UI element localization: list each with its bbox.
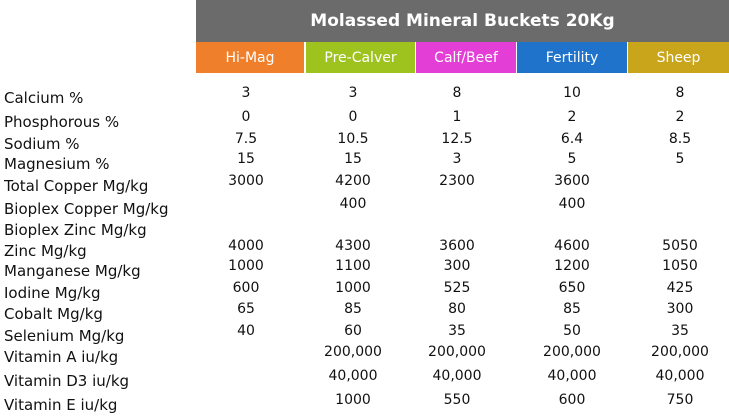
row-label: Vitamin D3 iu/kg <box>4 372 130 390</box>
table-cell: 8 <box>452 85 462 101</box>
row-label: Manganese Mg/kg <box>4 262 141 280</box>
table-cell: 65 <box>237 301 255 317</box>
table-cell: 60 <box>344 323 362 339</box>
table-cell: 35 <box>671 323 689 339</box>
table-cell: 15 <box>344 151 362 167</box>
table-cell: 200,000 <box>543 344 601 360</box>
column-header-calf-beef: Calf/Beef <box>416 42 516 73</box>
table-cell: 1100 <box>335 258 371 274</box>
table-cell: 600 <box>232 280 260 296</box>
table-cell: 425 <box>666 280 694 296</box>
table-cell: 7.5 <box>234 131 258 147</box>
table-title: Molassed Mineral Buckets 20Kg <box>196 0 729 42</box>
table-cell: 200,000 <box>651 344 709 360</box>
table-cell: 6.4 <box>560 131 584 147</box>
table-cell: 40,000 <box>328 368 378 384</box>
column-header-fertility: Fertility <box>517 42 627 73</box>
table-cell: 1050 <box>662 258 698 274</box>
table-cell: 1000 <box>335 280 371 296</box>
table-cell: 80 <box>448 301 466 317</box>
column-header-sheep: Sheep <box>628 42 729 73</box>
table-cell: 40,000 <box>547 368 597 384</box>
table-cell: 1000 <box>335 392 371 408</box>
table-cell: 40 <box>237 323 255 339</box>
table-cell: 85 <box>563 301 581 317</box>
row-label: Bioplex Copper Mg/kg <box>4 200 169 218</box>
table-cell: 5 <box>675 151 685 167</box>
table-cell: 8 <box>675 85 685 101</box>
table-cell: 5050 <box>662 238 698 254</box>
table-cell: 3 <box>241 85 251 101</box>
table-cell: 8.5 <box>668 131 692 147</box>
table-cell: 50 <box>563 323 581 339</box>
row-label: Selenium Mg/kg <box>4 327 125 345</box>
table-cell: 4300 <box>335 238 371 254</box>
table-cell: 2300 <box>439 173 475 189</box>
table-cell: 2 <box>567 109 577 125</box>
row-label: Sodium % <box>4 135 80 153</box>
table-cell: 600 <box>558 392 586 408</box>
row-label: Magnesium % <box>4 155 110 173</box>
table-cell: 550 <box>443 392 471 408</box>
row-label: Vitamin A iu/kg <box>4 348 119 366</box>
table-cell: 5 <box>567 151 577 167</box>
table-cell: 3600 <box>554 173 590 189</box>
column-header-pre-calver: Pre-Calver <box>306 42 415 73</box>
table-cell: 300 <box>666 301 694 317</box>
table-cell: 4000 <box>228 238 264 254</box>
table-cell: 3 <box>348 85 358 101</box>
table-cell: 3600 <box>439 238 475 254</box>
table-cell: 525 <box>443 280 471 296</box>
table-cell: 4200 <box>335 173 371 189</box>
row-label: Calcium % <box>4 89 84 107</box>
row-label: Phosphorous % <box>4 113 120 131</box>
table-cell: 1200 <box>554 258 590 274</box>
table-cell: 4600 <box>554 238 590 254</box>
table-cell: 300 <box>443 258 471 274</box>
table-cell: 200,000 <box>324 344 382 360</box>
table-cell: 1 <box>452 109 462 125</box>
table-cell: 15 <box>237 151 255 167</box>
row-label: Iodine Mg/kg <box>4 284 101 302</box>
table-cell: 400 <box>339 196 367 212</box>
table-cell: 1000 <box>228 258 264 274</box>
table-cell: 40,000 <box>432 368 482 384</box>
table-cell: 3 <box>452 151 462 167</box>
table-cell: 10 <box>563 85 581 101</box>
table-cell: 3000 <box>228 173 264 189</box>
row-label: Bioplex Zinc Mg/kg <box>4 221 147 239</box>
table-cell: 0 <box>348 109 358 125</box>
row-label: Cobalt Mg/kg <box>4 305 103 323</box>
column-header-hi-mag: Hi-Mag <box>196 42 304 73</box>
table-cell: 2 <box>675 109 685 125</box>
table-cell: 650 <box>558 280 586 296</box>
table-cell: 12.5 <box>441 131 473 147</box>
table-cell: 750 <box>666 392 694 408</box>
table-cell: 400 <box>558 196 586 212</box>
row-label: Total Copper Mg/kg <box>4 177 149 195</box>
table-cell: 10.5 <box>337 131 369 147</box>
table-cell: 40,000 <box>655 368 705 384</box>
table-cell: 35 <box>448 323 466 339</box>
row-label: Vitamin E iu/kg <box>4 396 118 414</box>
table-cell: 0 <box>241 109 251 125</box>
table-cell: 200,000 <box>428 344 486 360</box>
table-cell: 85 <box>344 301 362 317</box>
row-label: Zinc Mg/kg <box>4 242 87 260</box>
